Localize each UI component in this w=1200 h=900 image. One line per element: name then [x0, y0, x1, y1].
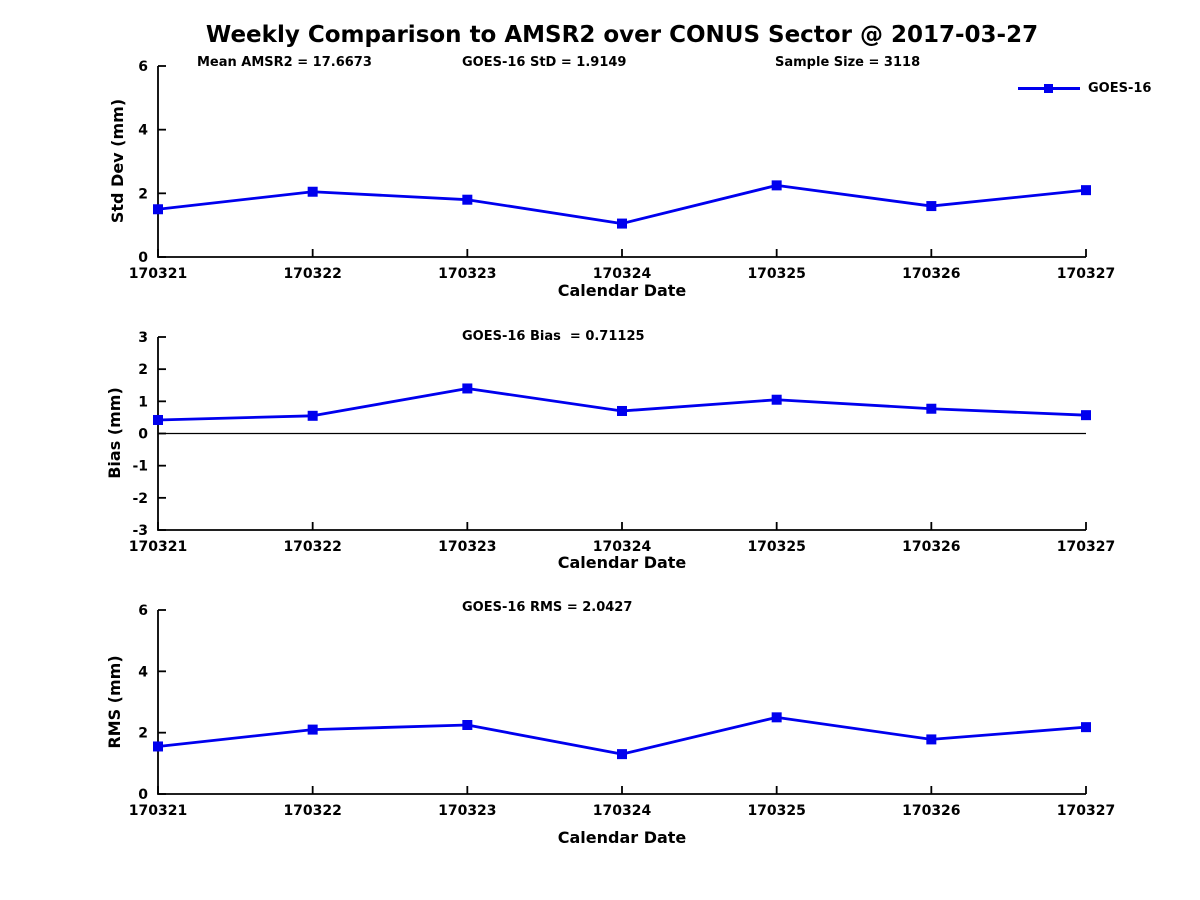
legend-line-sample: [1018, 84, 1080, 93]
x-tick-label: 170324: [593, 539, 652, 555]
subplot-rms-title: GOES-16 RMS = 2.0427: [462, 600, 633, 615]
subplot-2: -3 -2 -1 0 1 2 3 170321 170322 170323 170324 170325…: [129, 330, 1115, 555]
x-tick-label: 170323: [438, 539, 496, 555]
x-tick-label: 170327: [1057, 803, 1115, 819]
x-tick-label: 170326: [902, 539, 960, 555]
x-tick-label: 170321: [129, 539, 187, 555]
x-tick-label: 170323: [438, 266, 496, 282]
y-tick-label: -1: [132, 459, 148, 475]
series-marker: [153, 414, 163, 425]
series-marker: [307, 724, 318, 735]
x-axis-label-stddev: Calendar Date: [557, 281, 687, 300]
series-line-goes-16: [157, 183, 1087, 225]
y-tick-label: 2: [138, 362, 148, 378]
y-tick-label: 2: [138, 186, 148, 202]
series-marker: [462, 720, 473, 730]
series-marker: [617, 405, 627, 416]
y-tick-label: 6: [138, 59, 148, 75]
y-tick-label: 3: [138, 330, 148, 346]
x-tick-label: 170322: [283, 266, 341, 282]
x-tick-label: 170323: [438, 803, 496, 819]
y-tick-label: 4: [138, 123, 148, 139]
y-tick-label: 0: [138, 787, 148, 803]
y-tick-label: -3: [132, 523, 148, 539]
x-tick-label: 170325: [747, 539, 805, 555]
series-marker: [617, 218, 627, 229]
figure-title: Weekly Comparison to AMSR2 over CONUS Se…: [205, 22, 1039, 48]
series-marker: [926, 403, 937, 414]
series-marker: [1081, 722, 1091, 733]
x-tick-label: 170321: [129, 803, 187, 819]
y-tick-label: 0: [138, 250, 148, 266]
series-marker: [926, 201, 937, 212]
subplot-bias-title: GOES-16 Bias = 0.71125: [462, 329, 645, 344]
x-axis-label-bias: Calendar Date: [557, 553, 687, 572]
series-marker: [153, 204, 163, 215]
series-marker: [771, 712, 782, 723]
subplot-1: 0 2 4 6 170321 170322 170323 170324 170325 170326…: [129, 59, 1115, 282]
series-marker: [1081, 410, 1091, 421]
x-tick-label: 170322: [283, 803, 341, 819]
x-tick-label: 170326: [902, 803, 960, 819]
series-marker: [307, 410, 318, 421]
axis-spines: [157, 610, 1086, 795]
x-tick-label: 170322: [283, 539, 341, 555]
series-marker: [462, 383, 473, 394]
x-tick-label: 170326: [902, 266, 960, 282]
y-tick-label: 2: [138, 726, 148, 742]
x-tick-label: 170321: [129, 266, 187, 282]
series-marker: [1081, 185, 1091, 196]
legend-square-marker-icon: [1044, 84, 1053, 93]
x-tick-label: 170327: [1057, 539, 1115, 555]
y-tick-label: 4: [138, 664, 148, 680]
x-tick-label: 170325: [747, 803, 805, 819]
x-tick-label: 170324: [593, 803, 652, 819]
annotation-sample-size: Sample Size = 3118: [775, 55, 921, 70]
y-tick-label: 6: [138, 603, 148, 619]
series-marker: [153, 741, 163, 752]
series-marker: [462, 194, 473, 205]
y-tick-label: 1: [138, 394, 148, 410]
x-tick-label: 170324: [593, 266, 652, 282]
y-tick-label: 0: [138, 427, 148, 443]
annotation-goes16-std: GOES-16 StD = 1.9149: [462, 55, 627, 70]
series-marker: [926, 734, 937, 745]
series-marker: [307, 186, 318, 197]
series-marker: [771, 394, 782, 405]
series-line-goes-16: [157, 715, 1087, 756]
y-tick-label: -2: [132, 491, 148, 507]
x-tick-label: 170327: [1057, 266, 1115, 282]
x-tick-label: 170325: [747, 266, 805, 282]
series-marker: [771, 180, 782, 191]
annotation-mean-amsr2: Mean AMSR2 = 17.6673: [197, 55, 372, 70]
x-axis-label-rms: Calendar Date: [557, 828, 687, 847]
legend: GOES-16: [1018, 82, 1151, 95]
legend-label: GOES-16: [1088, 81, 1152, 96]
series-marker: [617, 749, 627, 760]
subplot-3: 0 2 4 6 170321 170322 170323 170324 170325 170326…: [129, 603, 1115, 819]
